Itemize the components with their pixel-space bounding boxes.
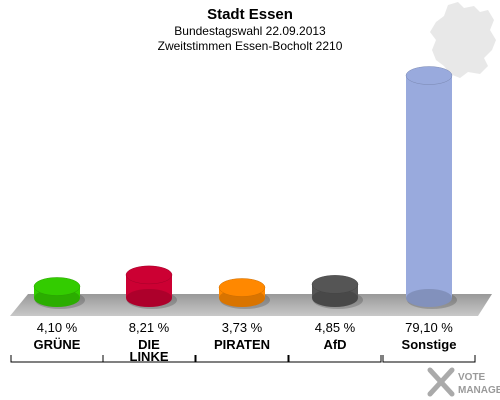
- bars-group: [33, 66, 457, 309]
- vote-manager-logo: VOTE MANAGER: [427, 367, 500, 397]
- category-bracket-0: [10, 355, 104, 363]
- germany-map-icon: [430, 2, 496, 78]
- category-bracket-1: [102, 355, 196, 363]
- brand-line-2: MANAGER: [458, 385, 500, 396]
- chart-title: Stadt Essen: [207, 6, 293, 23]
- bar-4: [405, 66, 457, 309]
- category-label-1: DIE: [138, 337, 160, 352]
- category-bracket-2: [195, 355, 289, 363]
- bar-3: [311, 275, 363, 309]
- bar-1: [125, 265, 177, 309]
- bar-2: [218, 278, 270, 309]
- value-label-3: 4,85 %: [315, 320, 356, 335]
- category-bracket-4: [382, 355, 476, 363]
- chart-subtitle-2: Zweitstimmen Essen-Bocholt 2210: [158, 39, 343, 53]
- bar-0: [33, 277, 85, 309]
- brand-line-1: VOTE: [458, 372, 486, 383]
- category-bracket-3: [288, 355, 382, 363]
- category-label-4: Sonstige: [402, 337, 457, 352]
- category-label-0: GRÜNE: [34, 337, 81, 352]
- value-label-1: 8,21 %: [129, 320, 170, 335]
- chart-subtitle-1: Bundestagswahl 22.09.2013: [174, 24, 326, 38]
- value-label-2: 3,73 %: [222, 320, 263, 335]
- vote-manager-x-icon: [427, 367, 455, 397]
- value-label-4: 79,10 %: [405, 320, 453, 335]
- category-label-2: PIRATEN: [214, 337, 270, 352]
- category-label-3: AfD: [323, 337, 346, 352]
- category-label-1-line2: LINKE: [130, 349, 169, 364]
- value-label-0: 4,10 %: [37, 320, 78, 335]
